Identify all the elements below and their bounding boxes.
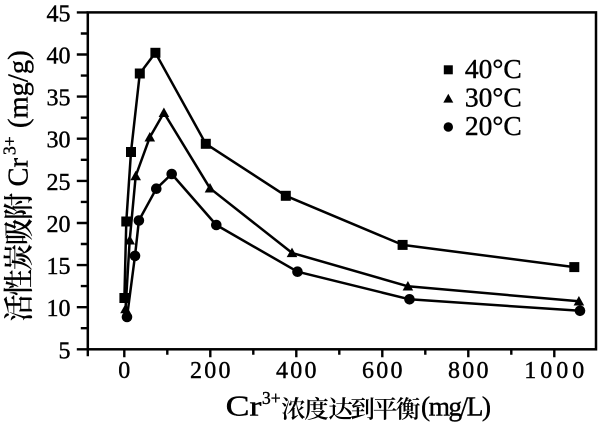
svg-text:30: 30 (47, 128, 71, 154)
svg-text:(mg/g): (mg/g) (4, 50, 35, 128)
svg-text:3+: 3+ (0, 136, 20, 155)
svg-text:800: 800 (448, 358, 489, 384)
svg-text:30°C: 30°C (465, 82, 522, 113)
svg-text:Cr: Cr (4, 157, 35, 186)
svg-text:400: 400 (276, 358, 317, 384)
svg-text:45: 45 (47, 1, 71, 27)
svg-text:600: 600 (362, 358, 403, 384)
svg-text:10: 10 (47, 296, 71, 322)
svg-text:25: 25 (47, 170, 71, 196)
svg-text:200: 200 (190, 358, 231, 384)
svg-text:5: 5 (59, 338, 71, 364)
svg-text:Cr: Cr (226, 392, 262, 423)
svg-text:40: 40 (47, 44, 71, 70)
svg-text:0: 0 (118, 358, 130, 384)
svg-text:35: 35 (47, 86, 71, 112)
svg-text:20: 20 (47, 212, 71, 238)
svg-text:(mg/L): (mg/L) (421, 391, 491, 422)
svg-text:40°C: 40°C (465, 53, 522, 84)
svg-text:15: 15 (47, 254, 71, 280)
svg-text:20°C: 20°C (465, 110, 522, 141)
svg-text:3+: 3+ (262, 388, 281, 408)
